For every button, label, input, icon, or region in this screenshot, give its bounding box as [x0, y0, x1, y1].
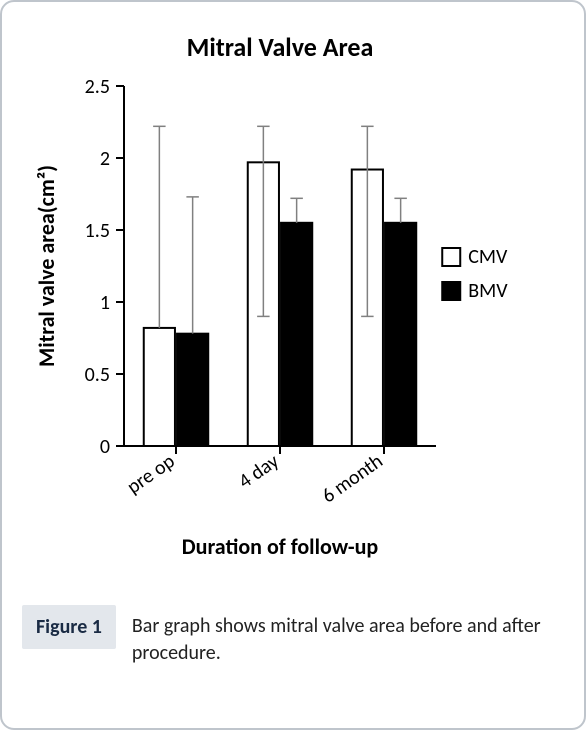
bar-chart: Mitral Valve Area 0 0.5 1 1.5 2 2.5 pre op 4 day…	[16, 16, 568, 576]
y-tick-label: 2.5	[85, 75, 110, 99]
y-tick-label: 1.5	[85, 219, 110, 243]
bar-cmv	[144, 328, 175, 446]
x-axis-label: Duration of follow-up	[182, 533, 379, 560]
bar-bmv	[281, 223, 312, 446]
chart-stage: Mitral Valve Area 0 0.5 1 1.5 2 2.5 pre op 4 day…	[16, 16, 570, 581]
figure-number-badge: Figure 1	[22, 605, 116, 649]
x-tick-label: pre op	[122, 449, 179, 499]
y-tick-label: 0.5	[85, 363, 110, 387]
legend-label: CMV	[468, 245, 508, 269]
figure-caption-text: Bar graph shows mitral valve area before…	[132, 605, 562, 667]
y-tick-label: 1	[100, 291, 110, 315]
y-tick-label: 2	[100, 147, 110, 171]
bar-bmv	[177, 334, 208, 446]
legend-swatch	[442, 282, 460, 300]
bar-bmv	[385, 223, 416, 446]
figure-caption: Figure 1 Bar graph shows mitral valve ar…	[16, 599, 570, 685]
legend-label: BMV	[468, 279, 508, 303]
x-tick-label: 4 day	[234, 449, 283, 494]
x-tick-label: 6 month	[317, 449, 387, 508]
chart-title: Mitral Valve Area	[187, 31, 374, 63]
y-axis-label: Mitral valve area(cm²)	[33, 165, 60, 367]
figure-container: Mitral Valve Area 0 0.5 1 1.5 2 2.5 pre op 4 day…	[0, 0, 586, 730]
y-tick-label: 0	[100, 435, 110, 459]
legend-swatch	[442, 248, 460, 266]
